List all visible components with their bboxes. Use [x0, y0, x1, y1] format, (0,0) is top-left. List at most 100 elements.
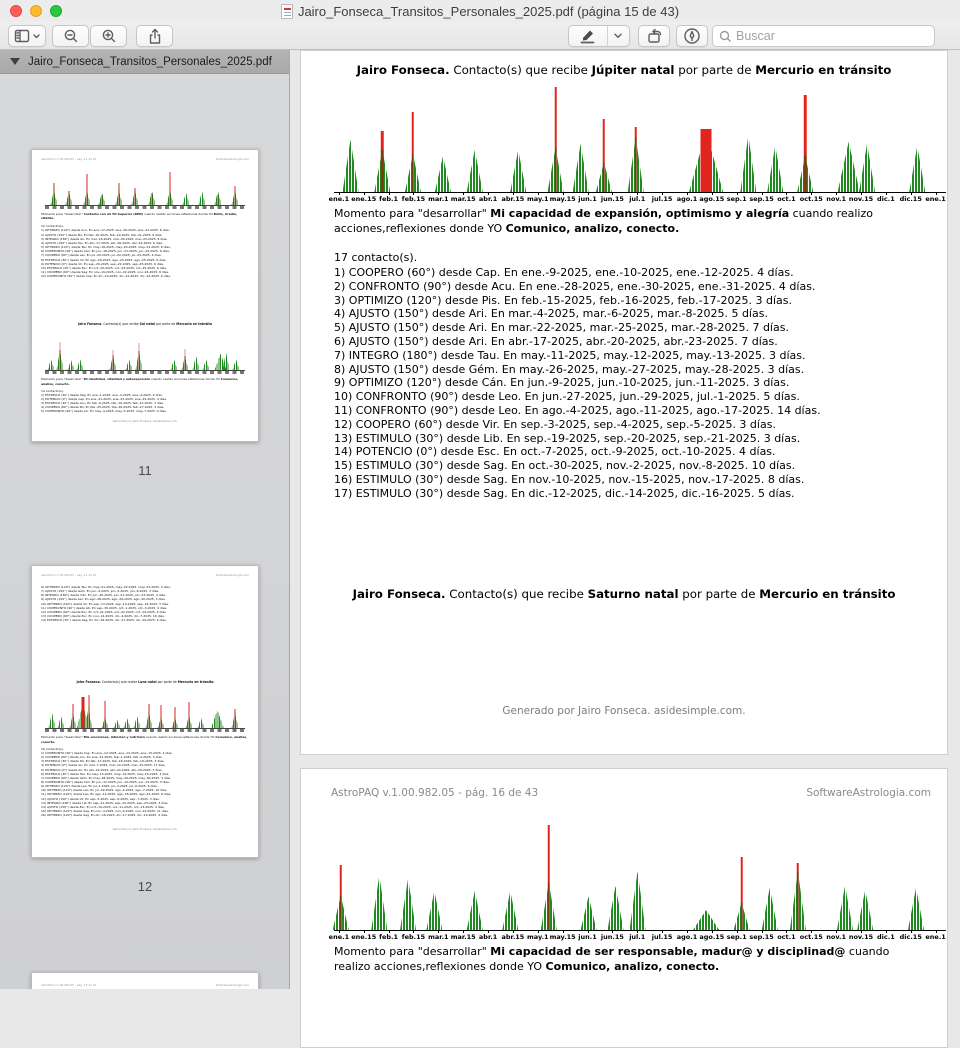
- chart-red-spike: [134, 188, 136, 205]
- tick-label: jul.1: [629, 933, 646, 941]
- thumb12-chart: [45, 693, 245, 732]
- chart-green-cluster: [857, 890, 874, 930]
- thumbnail-page-13[interactable]: AstroPAQ v.1.00.982.05 - pág. 13 de 43 S…: [31, 972, 259, 989]
- share-button[interactable]: [136, 25, 173, 47]
- window-title: Jairo_Fonseca_Transitos_Personales_2025.…: [297, 3, 680, 19]
- pdf-viewer[interactable]: Jairo Fonseca. Contacto(s) que recibe Jú…: [290, 50, 960, 1048]
- list-item: 12) COOPERO (60°) desde Vir. En sep.-3-2…: [334, 417, 776, 431]
- minimize-button[interactable]: [30, 5, 42, 17]
- thumbnail-page-number-11[interactable]: 11: [138, 463, 152, 478]
- tick-mark: [413, 192, 415, 195]
- sidebar-header[interactable]: Jairo_Fonseca_Transitos_Personales_2025.…: [0, 50, 289, 74]
- highlight-color-dropdown[interactable]: [608, 33, 629, 39]
- chart-red-spike: [234, 709, 236, 729]
- zoom-out-button[interactable]: [52, 25, 89, 47]
- tick-label: abr.1: [478, 195, 498, 203]
- tick-mark: [910, 930, 912, 933]
- tick-label: may.1: [526, 933, 549, 941]
- list-item: 3) ESTIMULO (30°) desde Acu. En feb.-9-2…: [41, 401, 164, 406]
- highlighter-icon: [580, 30, 595, 44]
- tick-mark: [537, 192, 539, 195]
- tick-label: nov.1: [826, 195, 847, 203]
- chart-green-cluster: [182, 192, 190, 205]
- chart-red-spike: [184, 349, 186, 371]
- thumb12-contact-list-cont: 6) OPTIMIZO (120°) desde Tau. En may.-21…: [41, 585, 249, 622]
- tick-mark: [562, 192, 564, 195]
- list-item: 1) ESTIMULO (30°) desde Sag. En ene.-1-2…: [41, 392, 163, 397]
- tick-mark: [463, 192, 465, 195]
- tick-label: oct.15: [799, 933, 823, 941]
- list-item: 1) OPTIMIZO (120°) desde Acu. En ene.-17…: [41, 228, 170, 233]
- tick-mark: [388, 930, 390, 933]
- chart-green-cluster: [123, 717, 131, 729]
- chart-red-spike: [118, 183, 120, 205]
- list-item: 16) ESTIMULO (30°) desde Sag. En nov.-10…: [334, 472, 805, 486]
- list-item: 4) AJUSTO (150°) desde Ari. En mar.-4-20…: [334, 307, 768, 321]
- highlighter-segment[interactable]: [569, 28, 607, 44]
- list-item: 7) COOPERO (60°) desde Leo. En jul.-20-2…: [41, 253, 162, 258]
- thumbnail-page-11[interactable]: AstroPAQ v.1.00.982.05 - pág. 11 de 43 S…: [31, 149, 259, 442]
- chart-red-spike: [68, 191, 70, 205]
- tick-mark: [786, 192, 788, 195]
- chevron-down-icon: [614, 33, 623, 38]
- thumbnail-page-12[interactable]: AstroPAQ v.1.00.982.05 - pág. 12 de 43 S…: [31, 565, 259, 858]
- tick-label: feb.15: [401, 195, 426, 203]
- chart-green-cluster: [426, 891, 443, 930]
- thumb11-count-2: 14 contacto(s).: [41, 388, 64, 393]
- tick-label: nov.15: [848, 195, 874, 203]
- search-input[interactable]: [736, 29, 928, 43]
- zoom-window-button[interactable]: [50, 5, 62, 17]
- chart-green-cluster: [607, 885, 624, 930]
- sidebar-view-button[interactable]: [8, 25, 46, 47]
- zoom-in-button[interactable]: [90, 25, 127, 47]
- tick-mark: [885, 192, 887, 195]
- list-item: 1) COOPERO (60°) desde Cap. En ene.-9-20…: [334, 266, 794, 279]
- zoom-out-icon: [64, 29, 77, 43]
- tick-label: jul.1: [629, 195, 646, 203]
- list-item: 9) POTENCIO (0°) desde Vir. En sep.-20-2…: [41, 261, 164, 266]
- thumb-header-right: SoftwareAstrologia.com: [215, 157, 249, 161]
- list-item: 5) CONFRONTO (90°) desde Ari. En may.-4-…: [41, 409, 167, 414]
- list-item: 11) OPTIMIZO (120°) desde Leo. En ago.-1…: [41, 792, 172, 797]
- chart-red-spike: [104, 701, 106, 729]
- contact-list: 1) COOPERO (60°) desde Cap. En ene.-9-20…: [334, 266, 947, 501]
- chart-red-spike: [72, 703, 74, 729]
- chart-green-cluster: [210, 710, 224, 729]
- chart-green-cluster: [466, 891, 483, 930]
- chart-green-cluster: [125, 359, 133, 371]
- tick-label: feb.15: [401, 933, 426, 941]
- tick-label: abr.15: [501, 933, 525, 941]
- tick-mark: [686, 930, 688, 933]
- list-item: 10) OPTIMIZO (120°) desde Vir. En sep.-1…: [41, 601, 169, 606]
- search-field[interactable]: [712, 25, 935, 47]
- markup-highlight-button[interactable]: [568, 25, 630, 47]
- traffic-lights: [10, 5, 62, 17]
- list-item: 5) OPTIMIZO (120°) desde Tau. En may.-18…: [41, 245, 171, 250]
- list-item: 6) CONFRONTO (90°) desde Cán. En jun.-18…: [41, 249, 170, 254]
- tick-label: ene.1: [925, 195, 946, 203]
- chart-red-spike: [700, 129, 712, 192]
- thumbnail-page-number-12[interactable]: 12: [137, 879, 153, 894]
- thumb11-title: Jairo Fonseca. Contacto(s) que recibe So…: [78, 322, 212, 327]
- chart-green-cluster: [47, 359, 55, 371]
- rotate-button[interactable]: [638, 25, 670, 47]
- thumb11-count-1: 12 contacto(s).: [41, 224, 64, 229]
- markup-toolbar-button[interactable]: [676, 25, 708, 47]
- tick-mark: [587, 930, 589, 933]
- page16-header: AstroPAQ v.1.00.982.05 - pág. 16 de 43 S…: [331, 787, 931, 799]
- list-item: 4) POTENCIO (0°) desde Ari. En mar.-7-20…: [41, 763, 166, 768]
- list-item: 16) OPTIMIZO (120°) desde Sag. En dic.-1…: [41, 813, 169, 818]
- list-item: 8) CONFRONTO (90°) desde Cán. En jun.-11…: [41, 779, 170, 784]
- chart-green-cluster: [466, 150, 483, 192]
- list-item: 15) ESTIMULO (30°) desde Sag. En oct.-30…: [334, 459, 796, 473]
- tick-label: oct.1: [777, 933, 796, 941]
- pdf-document-icon: [280, 3, 293, 19]
- tick-label: ago.1: [676, 933, 698, 941]
- tick-label: ago.15: [699, 933, 725, 941]
- tick-label: ene.1: [328, 933, 350, 941]
- zoom-in-icon: [102, 29, 115, 43]
- list-item: 7) INTEGRO (180°) desde Tau. En may.-11-…: [334, 348, 806, 362]
- close-button[interactable]: [10, 5, 22, 17]
- heading-person-name: Jairo Fonseca.: [356, 63, 450, 77]
- disclosure-triangle-icon[interactable]: [10, 58, 20, 65]
